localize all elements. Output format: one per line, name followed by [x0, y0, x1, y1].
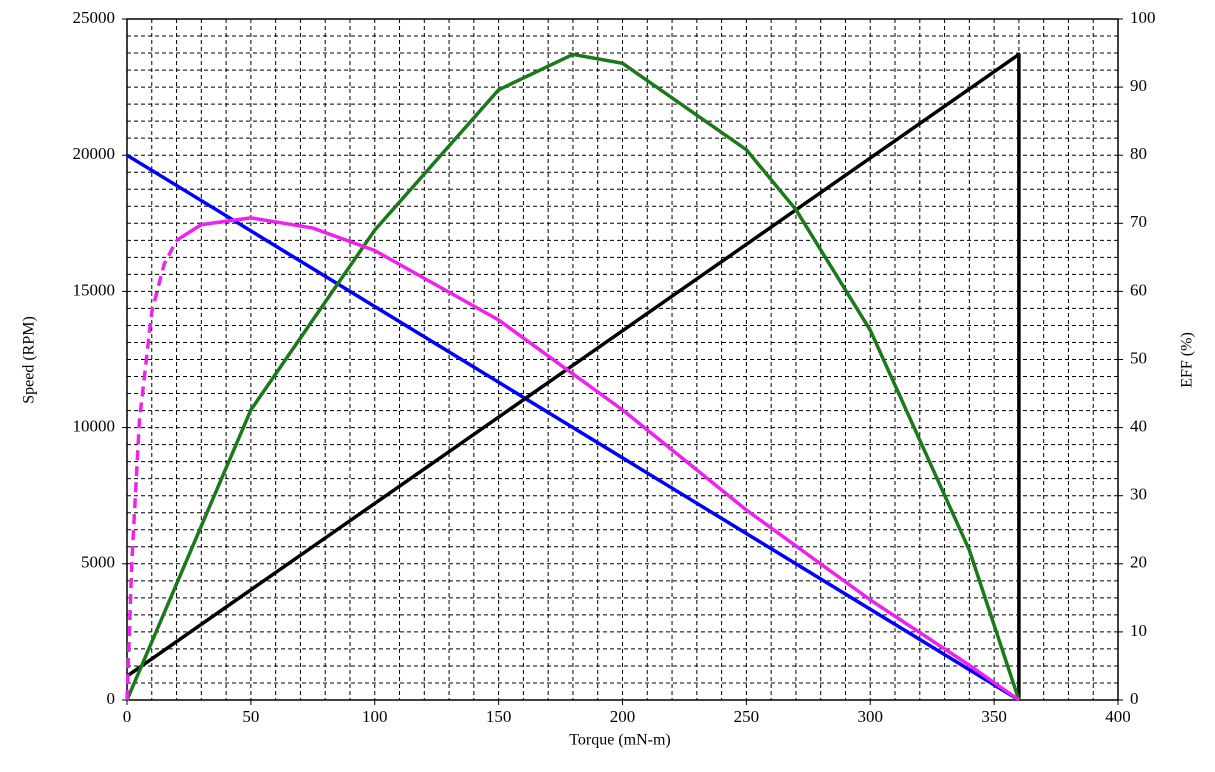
x-tick-label: 400 [1105, 707, 1131, 726]
y-tick-label: 0 [107, 689, 116, 708]
y2-tick-label: 40 [1130, 417, 1147, 436]
series-line [126, 153, 1020, 702]
x-axis-title: Torque (mN-m) [569, 732, 671, 749]
y2-tick-label: 0 [1130, 689, 1139, 708]
y2-tick-label: 70 [1130, 212, 1147, 231]
x-tick-label: 300 [858, 707, 884, 726]
y2-tick-label: 100 [1130, 8, 1156, 27]
y-tick-label: 20000 [73, 144, 116, 163]
y-tick-label: 25000 [73, 8, 116, 27]
y2-axis-title: EFF (%) [1179, 332, 1196, 388]
x-tick-label: 200 [610, 707, 636, 726]
y2-tick-label: 20 [1130, 553, 1147, 572]
series-line [125, 239, 179, 701]
x-tick-label: 0 [123, 707, 132, 726]
y2-tick-label: 30 [1130, 485, 1147, 504]
x-tick-label: 100 [362, 707, 388, 726]
x-tick-label: 250 [734, 707, 760, 726]
x-tick-label: 150 [486, 707, 512, 726]
y-axis-title: Speed (RPM) [21, 316, 38, 404]
y-tick-label: 15000 [73, 280, 116, 299]
y2-tick-label: 80 [1130, 144, 1147, 163]
y2-tick-label: 60 [1130, 280, 1147, 299]
series-line [125, 52, 1021, 701]
x-tick-label: 350 [981, 707, 1007, 726]
series-line [175, 216, 1020, 702]
y-tick-label: 10000 [73, 417, 116, 436]
y2-tick-label: 90 [1130, 76, 1147, 95]
y2-tick-label: 50 [1130, 348, 1147, 367]
series-line [125, 52, 1021, 700]
x-tick-label: 50 [242, 707, 259, 726]
y-tick-label: 5000 [81, 553, 115, 572]
y2-tick-label: 10 [1130, 621, 1147, 640]
